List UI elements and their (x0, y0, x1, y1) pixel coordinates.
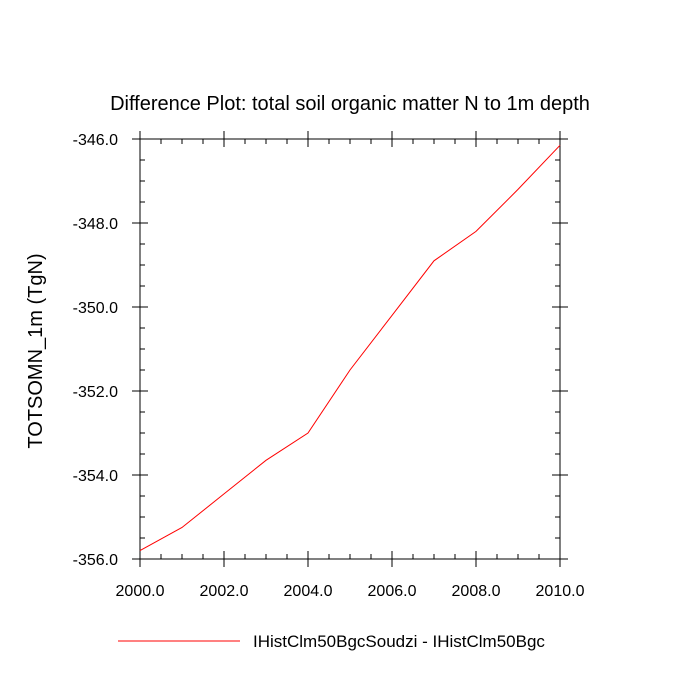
x-tick-label: 2000.0 (116, 583, 165, 600)
plot-frame (139, 138, 561, 560)
y-tick-label: -352.0 (73, 384, 118, 401)
x-tick-label: 2006.0 (368, 583, 417, 600)
y-tick-label: -350.0 (73, 300, 118, 317)
y-tick-label: -348.0 (73, 216, 118, 233)
y-tick-labels: -356.0 -354.0 -352.0 -350.0 -348.0 -346.0 (73, 132, 118, 569)
major-ticks (132, 131, 568, 567)
x-tick-label: 2008.0 (452, 583, 501, 600)
minor-ticks (139, 138, 561, 560)
x-tick-labels: 2000.0 2002.0 2004.0 2006.0 2008.0 2010.0 (116, 583, 585, 600)
chart-title: Difference Plot: total soil organic matt… (110, 93, 590, 115)
legend-label: IHistClm50BgcSoudzi - IHistClm50Bgc (253, 632, 545, 651)
x-tick-label: 2002.0 (200, 583, 249, 600)
x-tick-label: 2004.0 (284, 583, 333, 600)
series-layer (139, 144, 561, 552)
y-tick-label: -356.0 (73, 552, 118, 569)
y-tick-label: -354.0 (73, 468, 118, 485)
x-tick-label: 2010.0 (536, 583, 585, 600)
series-line (139, 144, 561, 552)
y-tick-label: -346.0 (73, 132, 118, 149)
legend: IHistClm50BgcSoudzi - IHistClm50Bgc (118, 632, 545, 651)
y-axis-label: TOTSOMN_1m (TgN) (25, 253, 47, 448)
